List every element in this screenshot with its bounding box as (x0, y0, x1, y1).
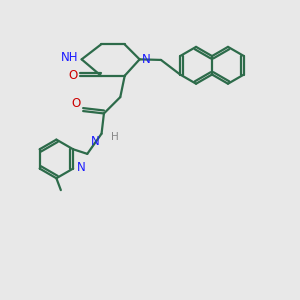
Text: NH: NH (61, 51, 78, 64)
Text: N: N (142, 53, 151, 66)
Text: N: N (77, 161, 85, 175)
Text: H: H (111, 132, 119, 142)
Text: O: O (68, 69, 77, 82)
Text: N: N (90, 135, 99, 148)
Text: O: O (71, 97, 81, 110)
